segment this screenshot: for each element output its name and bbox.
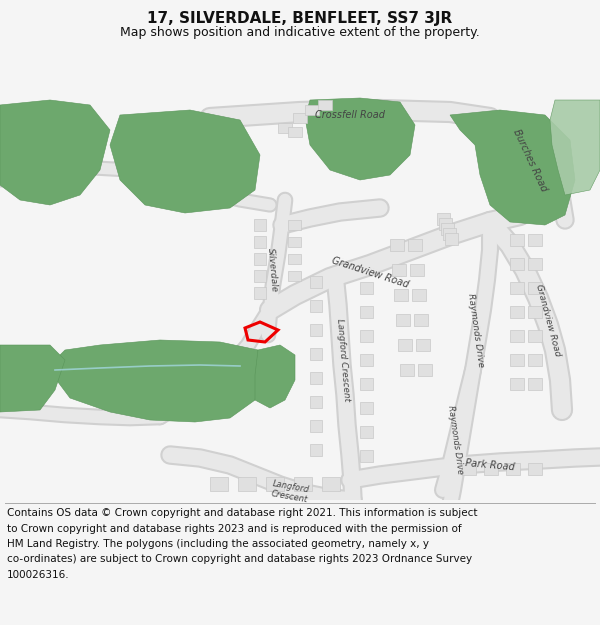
Polygon shape: [266, 477, 284, 491]
Text: to Crown copyright and database rights 2023 and is reproduced with the permissio: to Crown copyright and database rights 2…: [7, 524, 461, 534]
Polygon shape: [396, 314, 410, 326]
Polygon shape: [288, 254, 301, 264]
Polygon shape: [360, 378, 373, 390]
Polygon shape: [310, 396, 322, 408]
Polygon shape: [412, 289, 426, 301]
Polygon shape: [390, 239, 404, 251]
Polygon shape: [528, 354, 542, 366]
Polygon shape: [360, 402, 373, 414]
Text: Langford
Crescent: Langford Crescent: [270, 479, 310, 505]
Polygon shape: [462, 463, 476, 475]
Polygon shape: [450, 110, 575, 225]
Polygon shape: [510, 282, 524, 294]
Polygon shape: [528, 330, 542, 342]
Text: Park Road: Park Road: [465, 458, 515, 472]
Text: Grandview Road: Grandview Road: [534, 283, 562, 357]
Polygon shape: [360, 282, 373, 294]
Polygon shape: [443, 228, 456, 240]
Text: Grandview Road: Grandview Road: [330, 256, 410, 290]
Text: Map shows position and indicative extent of the property.: Map shows position and indicative extent…: [120, 26, 480, 39]
Polygon shape: [318, 100, 332, 110]
Polygon shape: [360, 354, 373, 366]
Polygon shape: [255, 345, 295, 408]
Polygon shape: [528, 234, 542, 246]
Polygon shape: [305, 98, 415, 180]
Text: Langford Crescent: Langford Crescent: [335, 318, 351, 402]
Polygon shape: [288, 271, 301, 281]
Polygon shape: [528, 306, 542, 318]
Polygon shape: [510, 234, 524, 246]
Polygon shape: [445, 233, 458, 245]
Polygon shape: [392, 264, 406, 276]
Polygon shape: [418, 364, 432, 376]
Polygon shape: [310, 348, 322, 360]
Polygon shape: [310, 276, 322, 288]
Polygon shape: [110, 110, 260, 213]
Polygon shape: [506, 463, 520, 475]
Polygon shape: [360, 426, 373, 438]
Polygon shape: [322, 477, 340, 491]
Polygon shape: [510, 354, 524, 366]
Polygon shape: [414, 314, 428, 326]
Polygon shape: [484, 463, 498, 475]
Polygon shape: [254, 236, 266, 248]
Polygon shape: [305, 105, 319, 115]
Polygon shape: [254, 287, 266, 299]
Polygon shape: [437, 213, 450, 225]
Polygon shape: [310, 300, 322, 312]
Text: Raymonds Drive: Raymonds Drive: [466, 292, 485, 367]
Text: co-ordinates) are subject to Crown copyright and database rights 2023 Ordnance S: co-ordinates) are subject to Crown copyr…: [7, 554, 472, 564]
Polygon shape: [510, 306, 524, 318]
Polygon shape: [550, 100, 600, 195]
Polygon shape: [441, 223, 454, 235]
Text: Crossfell Road: Crossfell Road: [315, 110, 385, 120]
Polygon shape: [528, 378, 542, 390]
Text: Burches Road: Burches Road: [511, 127, 549, 192]
Text: 100026316.: 100026316.: [7, 570, 70, 580]
Polygon shape: [400, 364, 414, 376]
Polygon shape: [254, 219, 266, 231]
Polygon shape: [310, 372, 322, 384]
Polygon shape: [310, 324, 322, 336]
Polygon shape: [278, 123, 292, 133]
Polygon shape: [238, 477, 256, 491]
Polygon shape: [394, 289, 408, 301]
Polygon shape: [510, 258, 524, 270]
Text: Contains OS data © Crown copyright and database right 2021. This information is : Contains OS data © Crown copyright and d…: [7, 508, 478, 518]
Polygon shape: [254, 270, 266, 282]
Polygon shape: [528, 282, 542, 294]
Polygon shape: [510, 378, 524, 390]
Text: Raymonds Drive: Raymonds Drive: [446, 405, 464, 475]
Polygon shape: [55, 340, 262, 422]
Text: Silverdale: Silverdale: [266, 248, 278, 292]
Text: HM Land Registry. The polygons (including the associated geometry, namely x, y: HM Land Registry. The polygons (includin…: [7, 539, 429, 549]
Text: 17, SILVERDALE, BENFLEET, SS7 3JR: 17, SILVERDALE, BENFLEET, SS7 3JR: [148, 11, 452, 26]
Polygon shape: [408, 239, 422, 251]
Polygon shape: [254, 253, 266, 265]
Polygon shape: [0, 100, 110, 205]
Polygon shape: [310, 420, 322, 432]
Polygon shape: [528, 463, 542, 475]
Polygon shape: [293, 113, 307, 123]
Polygon shape: [310, 444, 322, 456]
Polygon shape: [410, 264, 424, 276]
Polygon shape: [510, 330, 524, 342]
Polygon shape: [439, 218, 452, 230]
Polygon shape: [360, 450, 373, 462]
Polygon shape: [360, 330, 373, 342]
Polygon shape: [288, 127, 302, 137]
Polygon shape: [398, 339, 412, 351]
Polygon shape: [294, 477, 312, 491]
Polygon shape: [528, 258, 542, 270]
Polygon shape: [288, 237, 301, 247]
Polygon shape: [416, 339, 430, 351]
Polygon shape: [360, 306, 373, 318]
Polygon shape: [288, 220, 301, 230]
Polygon shape: [210, 477, 228, 491]
Polygon shape: [0, 345, 65, 412]
